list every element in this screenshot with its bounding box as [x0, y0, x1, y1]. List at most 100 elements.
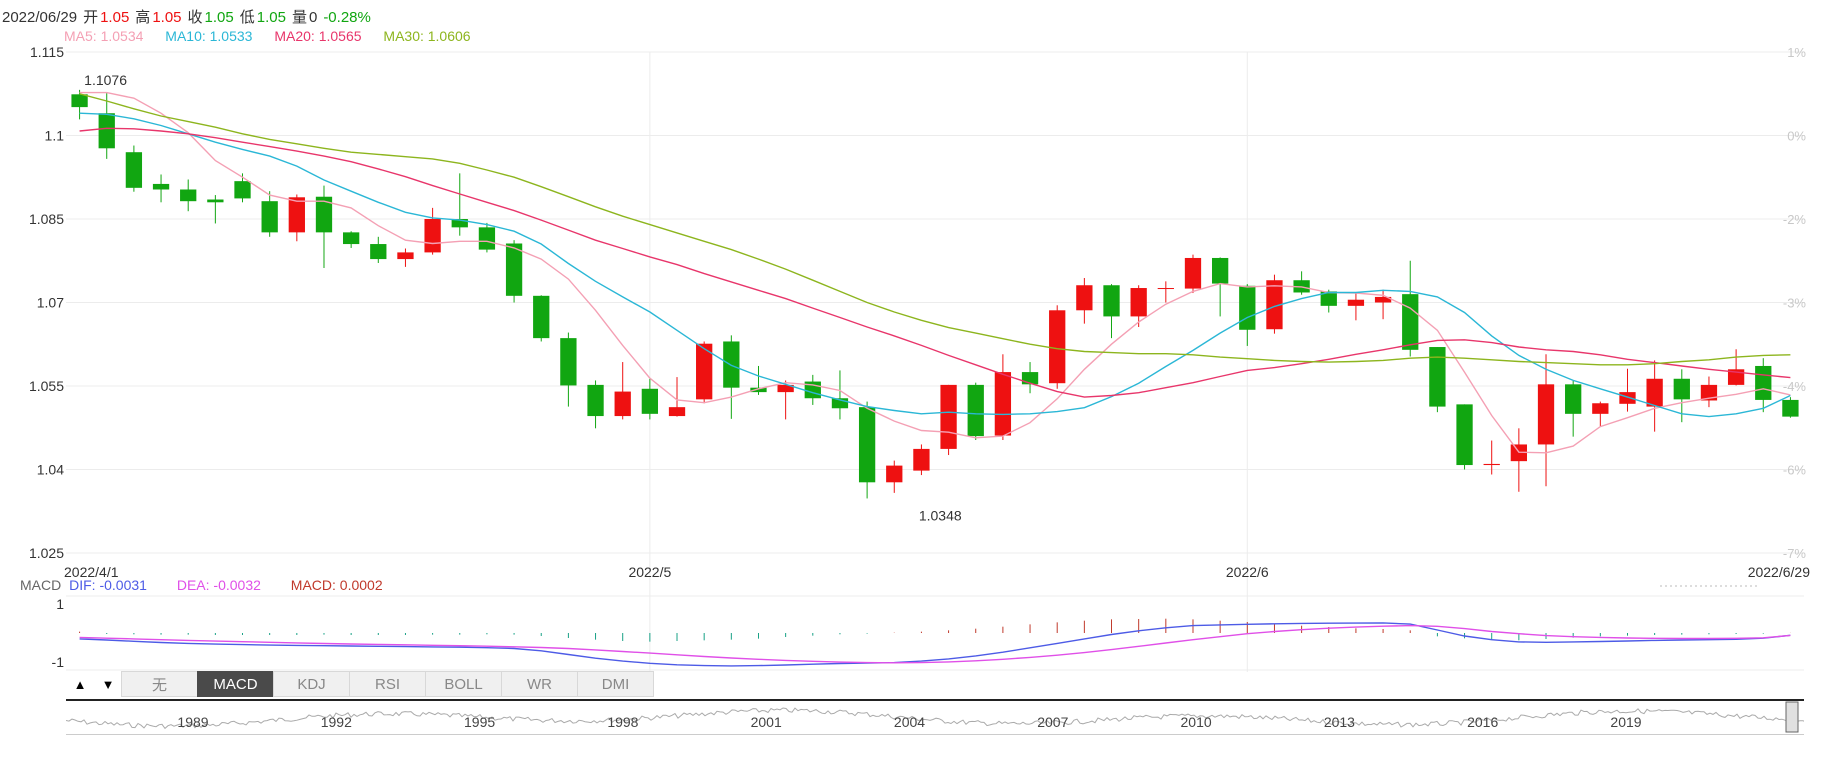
tab-dmi[interactable]: DMI — [577, 671, 654, 697]
candle-body — [370, 244, 387, 260]
x-tick-label: 2022/6/29 — [1748, 564, 1810, 580]
candle-body — [587, 384, 604, 417]
tab-rsi[interactable]: RSI — [349, 671, 426, 697]
candle-body — [1374, 296, 1392, 303]
candle-body — [180, 189, 197, 202]
close-label: 收 — [187, 9, 203, 26]
volume-value: 0 — [308, 9, 318, 26]
candle-body — [234, 181, 251, 199]
macd-value-legend: MACD: 0.0002 — [290, 577, 383, 593]
candle-body — [913, 448, 930, 471]
ma-line-ma5 — [79, 91, 1791, 454]
navigator-year-label: 1998 — [607, 714, 638, 730]
candle-body — [1103, 285, 1120, 317]
navigator-year-label: 2007 — [1037, 714, 1068, 730]
candle-body — [967, 384, 984, 437]
candle-body — [1049, 310, 1066, 384]
pct-tick-label: 1% — [1787, 45, 1806, 60]
candle-body — [1320, 291, 1337, 306]
candle-body — [641, 388, 659, 414]
tab-none[interactable]: 无 — [121, 671, 198, 697]
y-tick-label: 1.025 — [29, 545, 64, 561]
candle-body — [1755, 365, 1772, 400]
x-tick-label: 2022/4/1 — [64, 564, 119, 580]
candle-body — [777, 384, 794, 393]
candle-body — [1700, 384, 1718, 401]
candle-body — [723, 341, 740, 388]
y-tick-label: 1.055 — [29, 378, 64, 394]
candle-body — [533, 295, 550, 339]
candle-body — [1239, 285, 1256, 330]
dif-line — [79, 622, 1791, 667]
candle-body — [696, 343, 713, 400]
candle-body — [560, 338, 577, 386]
candle-body — [1211, 257, 1229, 284]
candle-body — [1157, 288, 1174, 290]
pct-tick-label: -3% — [1783, 296, 1807, 311]
pct-tick-label: -7% — [1783, 546, 1807, 561]
high-value: 1.05 — [152, 9, 182, 26]
candle-body — [1782, 399, 1799, 417]
candle-body — [261, 201, 278, 233]
dif-legend: DIF: -0.0031 — [69, 577, 147, 593]
candle-body — [288, 197, 305, 233]
ma-legend: MA5: 1.0534 MA10: 1.0533 MA20: 1.0565 MA… — [64, 28, 489, 44]
range-navigator[interactable]: 1989 1992 1995 1998 2001 2004 2007 2010 2013 2016… — [66, 699, 1804, 735]
candle-body — [831, 398, 849, 409]
navigator-year-label: 1989 — [177, 714, 208, 730]
navigator-year-label: 2016 — [1467, 714, 1498, 730]
ma-line-ma10 — [79, 112, 1791, 418]
ma10-legend: MA10: 1.0533 — [165, 28, 253, 44]
tab-boll[interactable]: BOLL — [425, 671, 502, 697]
candle-body — [207, 199, 224, 203]
candle-body — [1076, 285, 1093, 311]
macd-y-tick: -1 — [52, 654, 65, 670]
tab-macd[interactable]: MACD — [197, 671, 274, 697]
candle-body — [152, 183, 170, 190]
arrow-up-icon[interactable]: ▲ — [73, 676, 87, 692]
macd-y-tick: 1 — [56, 596, 64, 612]
candle-body — [994, 372, 1012, 436]
navigator-handle[interactable] — [1785, 701, 1799, 733]
candle-body — [1673, 378, 1690, 400]
candle-body — [1402, 294, 1419, 350]
y-tick-label: 1.07 — [37, 295, 64, 311]
candle-body — [505, 243, 523, 296]
candle-body — [478, 227, 496, 250]
y-tick-label: 1.04 — [37, 462, 64, 478]
ma5-legend: MA5: 1.0534 — [64, 28, 144, 44]
candle-body — [1266, 280, 1283, 330]
tab-kdj[interactable]: KDJ — [273, 671, 350, 697]
pct-tick-label: -6% — [1783, 463, 1807, 478]
candle-body — [1483, 463, 1500, 466]
arrow-down-icon[interactable]: ▼ — [101, 676, 115, 692]
candle-body — [668, 407, 686, 417]
navigator-year-label: 2004 — [894, 714, 925, 730]
candle-body — [424, 219, 441, 253]
navigator-year-label: 2019 — [1610, 714, 1641, 730]
navigator-sparkline: 1989 1992 1995 1998 2001 2004 2007 2010 2013 2016… — [66, 701, 1804, 733]
candle-body — [940, 384, 957, 449]
candle-body — [451, 219, 468, 228]
navigator-line — [66, 707, 1804, 730]
candle-body — [1565, 384, 1582, 414]
close-value: 1.05 — [204, 9, 234, 26]
y-tick-label: 1.1 — [45, 128, 65, 144]
price-annotation: 1.0348 — [919, 507, 962, 523]
candle-body — [1592, 403, 1609, 414]
ma20-legend: MA20: 1.0565 — [274, 28, 362, 44]
high-label: 高 — [135, 9, 151, 26]
candle-body — [1429, 347, 1446, 407]
candle-body — [1130, 288, 1147, 317]
candle-body — [750, 387, 767, 393]
tab-wr[interactable]: WR — [501, 671, 578, 697]
navigator-year-label: 2013 — [1324, 714, 1355, 730]
dea-line — [79, 624, 1791, 664]
volume-label: 量 — [291, 9, 307, 26]
ma30-legend: MA30: 1.0606 — [383, 28, 471, 44]
navigator-year-label: 1992 — [321, 714, 352, 730]
candle-body — [886, 465, 903, 483]
pct-tick-label: -4% — [1783, 379, 1807, 394]
macd-title: MACD — [20, 577, 62, 593]
